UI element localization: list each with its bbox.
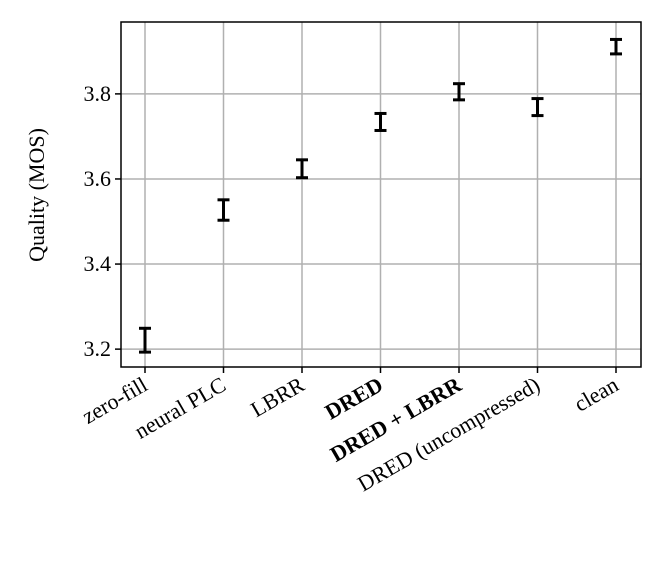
error-bar xyxy=(139,326,151,354)
y-axis-label: Quality (MOS) xyxy=(24,128,49,262)
error-bar xyxy=(610,37,622,56)
y-tick-label: 3.2 xyxy=(84,336,112,361)
x-tick-label: LBRR xyxy=(246,372,309,423)
y-tick-label: 3.6 xyxy=(84,166,112,191)
error-bar xyxy=(296,158,308,180)
error-bar xyxy=(374,111,387,132)
x-tick-label: clean xyxy=(570,372,623,417)
plot-frame xyxy=(120,21,642,368)
y-tick-label: 3.4 xyxy=(84,251,112,276)
error-bar xyxy=(531,97,544,118)
y-tick-label: 3.8 xyxy=(84,81,112,106)
error-bar xyxy=(217,198,230,222)
error-bar xyxy=(453,82,465,102)
